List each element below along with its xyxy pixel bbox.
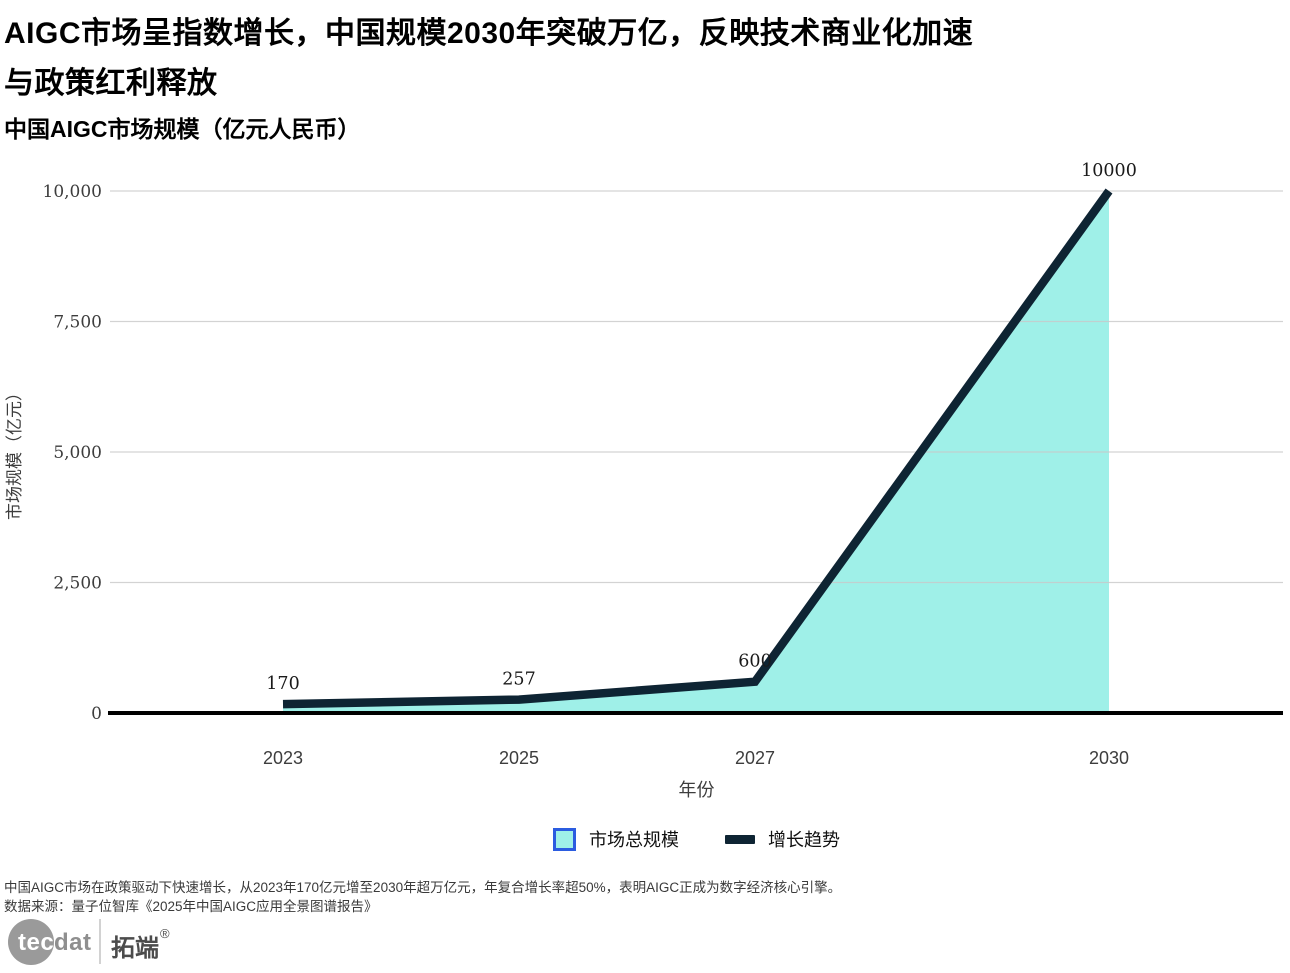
y-tick-label: 2,500 <box>53 574 102 594</box>
logo-text-dat: dat <box>54 929 92 956</box>
point-value-label: 170 <box>266 674 299 694</box>
x-tick-label: 2025 <box>499 748 539 768</box>
aigc-market-area-chart: 0 2,500 5,000 7,500 10,000 170 257 600 10000 2023… <box>5 161 1283 800</box>
legend-item-market-size: 市场总规模 <box>553 826 679 852</box>
chart-footnote: 中国AIGC市场在政策驱动下快速增长，从2023年170亿元增至2030年超万亿… <box>4 880 842 895</box>
data-source: 数据来源：量子位智库《2025年中国AIGC应用全景图谱报告》 <box>4 899 378 914</box>
x-tick-label: 2030 <box>1089 748 1129 768</box>
y-tick-label: 10,000 <box>43 182 102 202</box>
legend-label-market-size: 市场总规模 <box>589 830 679 850</box>
legend-label-growth-trend: 增长趋势 <box>768 830 840 850</box>
y-tick-label: 0 <box>91 704 102 724</box>
line-swatch-icon <box>725 834 755 844</box>
chart-subtitle: 中国AIGC市场规模（亿元人民币） <box>4 116 361 142</box>
chart-legend: 市场总规模 增长趋势 <box>110 822 1283 856</box>
x-tick-label: 2023 <box>263 748 303 768</box>
registered-mark-icon: ® <box>160 926 170 941</box>
logo-divider <box>99 919 101 964</box>
trend-line <box>282 188 1113 709</box>
logo-circle-icon <box>8 919 54 965</box>
point-value-label: 10000 <box>1081 161 1137 181</box>
logo-text-cn: 拓端 <box>111 935 159 962</box>
y-tick-label: 5,000 <box>53 443 102 463</box>
tecdat-logo: tec dat 拓端 ® <box>8 916 268 968</box>
chart-title-line2: 与政策红利释放 <box>4 67 218 100</box>
point-value-label: 257 <box>502 670 535 690</box>
logo-text-tec: tec <box>18 929 55 956</box>
y-tick-label: 7,500 <box>53 313 102 333</box>
y-axis-title: 市场规模（亿元） <box>5 384 24 520</box>
area-swatch-icon <box>553 827 576 851</box>
legend-item-growth-trend: 增长趋势 <box>725 826 840 852</box>
chart-title-line1: AIGC市场呈指数增长，中国规模2030年突破万亿，反映技术商业化加速 <box>4 17 974 50</box>
point-value-label: 600 <box>738 652 771 672</box>
x-axis-title: 年份 <box>679 780 715 800</box>
x-tick-label: 2027 <box>735 748 775 768</box>
